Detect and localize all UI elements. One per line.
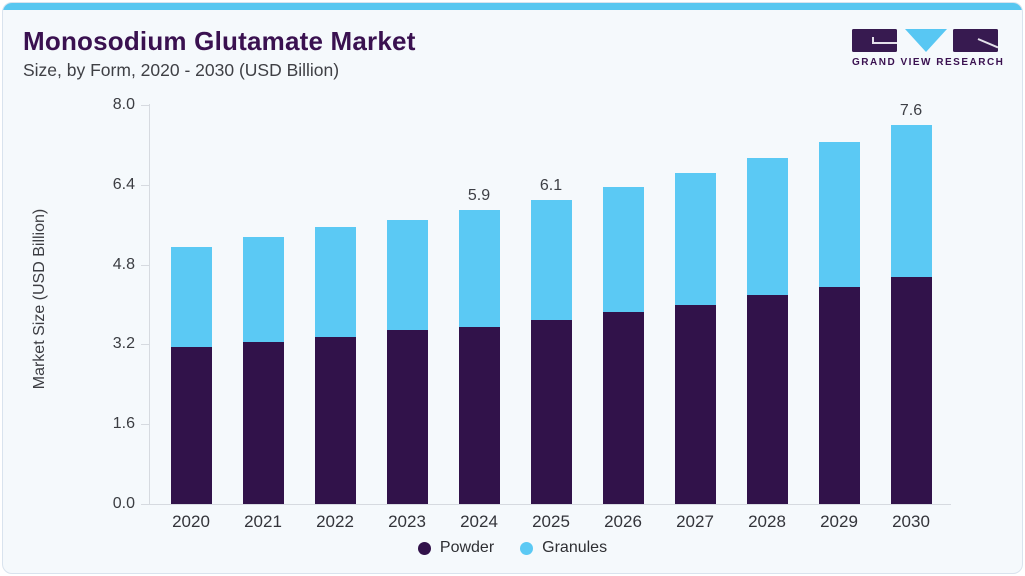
x-tick-label-2027: 2027 [676,512,714,531]
x-axis-line [141,504,951,505]
bar-segment-granules-2022 [315,227,356,337]
top-accent-bar [3,3,1022,10]
x-tick-label-2030: 2030 [892,512,930,531]
plot-area: Market Size (USD Billion) 0.0 1.6 3.2 4.8 6.… [3,3,1022,573]
gvr-logo-text: GRAND VIEW RESEARCH [852,57,1005,68]
bar-segment-granules-2021 [243,237,284,342]
legend-dot-granules [520,541,534,555]
x-tick-label-2022: 2022 [316,512,354,531]
page-title: Monosodium Glutamate Market [23,26,416,56]
bar-segment-granules-2029 [819,142,860,287]
x-tick-label-2021: 2021 [244,512,282,531]
x-tick-label-2023: 2023 [388,512,426,531]
gvr-logo: GRAND VIEW RESEARCH [852,29,1005,68]
legend: Powder Granules [3,539,1022,557]
bar-segment-granules-2030 [891,125,932,277]
bar-segment-powder-2024 [459,327,500,504]
bar-segment-granules-2026 [603,187,644,312]
x-tick-label-2026: 2026 [604,512,642,531]
bar-segment-granules-2024 [459,210,500,327]
y-tick [141,424,149,425]
y-tick [141,344,149,345]
bar-segment-powder-2025 [531,320,572,504]
bar-value-label-2025: 6.1 [539,177,563,194]
legend-label-granules: Granules [542,539,608,556]
x-tick-label-2020: 2020 [172,512,210,531]
bar-segment-granules-2025 [531,200,572,320]
bar-segment-powder-2021 [243,342,284,504]
bar-segment-powder-2026 [603,312,644,504]
bar-segment-powder-2022 [315,337,356,504]
y-tick [141,185,149,186]
y-axis-title: Market Size (USD Billion) [31,208,48,390]
bar-segment-powder-2029 [819,287,860,504]
legend-dot-powder [417,541,431,555]
bar-segment-powder-2023 [387,330,428,504]
y-tick [141,105,149,106]
bar-segment-granules-2027 [675,173,716,305]
legend-item-granules: Granules [520,539,607,557]
bar-value-label-2024: 5.9 [467,187,491,204]
bar-segment-powder-2030 [891,277,932,504]
bar-segment-powder-2027 [675,305,716,504]
y-tick-label: 0.0 [112,495,135,512]
bar-segment-powder-2020 [171,347,212,504]
y-tick [141,265,149,266]
y-tick-label: 8.0 [112,96,135,113]
y-tick-label: 6.4 [112,176,135,193]
y-tick-label: 1.6 [112,415,135,432]
legend-label-powder: Powder [439,539,495,556]
bar-segment-powder-2028 [747,295,788,504]
x-tick-label-2029: 2029 [820,512,858,531]
y-tick-label: 4.8 [112,256,135,273]
legend-item-powder: Powder [417,539,495,557]
bar-segment-granules-2020 [171,247,212,347]
y-axis-line [149,104,150,505]
gvr-logo-icon [852,29,998,52]
page-subtitle: Size, by Form, 2020 - 2030 (USD Billion) [23,60,340,80]
y-tick [141,504,149,505]
x-tick-label-2024: 2024 [460,512,498,531]
bar-value-label-2030: 7.6 [899,102,923,119]
bar-segment-granules-2023 [387,220,428,330]
x-tick-label-2028: 2028 [748,512,786,531]
bar-segment-granules-2028 [747,158,788,295]
y-tick-label: 3.2 [112,335,135,352]
x-tick-label-2025: 2025 [532,512,570,531]
